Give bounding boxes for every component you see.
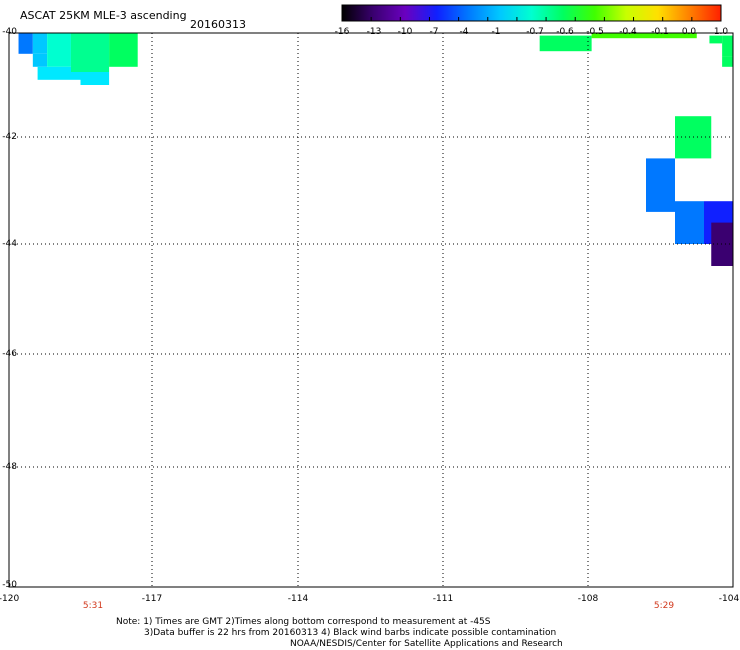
- data-cell: [80, 72, 110, 85]
- plot-frame: [8, 32, 734, 588]
- colorbar-tick-label: -0.5: [586, 27, 604, 37]
- data-cell: [675, 201, 704, 244]
- colorbar-tick-label: -0.1: [651, 27, 669, 37]
- lat-label: -44: [2, 239, 17, 249]
- lat-label: -48: [2, 462, 17, 472]
- data-cell: [591, 33, 697, 39]
- data-cell: [32, 53, 48, 67]
- lon-label: -108: [577, 594, 599, 604]
- colorbar-tick-label: 1.0: [713, 27, 729, 37]
- data-cell: [47, 33, 71, 67]
- data-cell: [709, 35, 723, 44]
- colorbar-tick-label: -13: [366, 27, 382, 37]
- data-cell: [646, 158, 675, 212]
- colorbar-tick-label: -0.6: [556, 27, 574, 37]
- colorbar-tick-label: -0.4: [619, 27, 637, 37]
- data-cell: [539, 35, 592, 52]
- data-cell: [18, 33, 33, 54]
- note-line-3: NOAA/NESDIS/Center for Satellite Applica…: [290, 639, 563, 649]
- map-title: ASCAT 25KM MLE-3 ascending: [20, 9, 187, 22]
- lon-label: -120: [0, 594, 20, 604]
- lon-label: -114: [287, 594, 309, 604]
- data-cell: [37, 66, 81, 80]
- data-cell: [32, 33, 48, 54]
- colorbar-tick-label: -10: [397, 27, 413, 37]
- time-label: 5:29: [653, 601, 675, 611]
- data-cell: [711, 222, 733, 266]
- data-cell: [109, 33, 138, 67]
- map-date: 20160313: [190, 18, 246, 31]
- colorbar-tick-label: -16: [334, 27, 350, 37]
- lat-label: -42: [2, 132, 17, 142]
- colorbar-tick-label: -0.7: [526, 27, 544, 37]
- colorbar: [341, 4, 722, 22]
- colorbar-tick-label: 0.0: [681, 27, 697, 37]
- colorbar-tick-label: -4: [459, 27, 469, 37]
- lon-label: -104: [718, 594, 740, 604]
- data-cell: [70, 33, 110, 72]
- time-label: 5:31: [82, 601, 104, 611]
- lat-label: -40: [2, 27, 17, 37]
- note-line-2: 3)Data buffer is 22 hrs from 20160313 4)…: [144, 628, 557, 638]
- colorbar-tick-label: -7: [429, 27, 439, 37]
- data-cell: [722, 56, 733, 67]
- lat-label: -50: [2, 580, 17, 590]
- colorbar-tick-label: -1: [491, 27, 501, 37]
- note-line-1: Note: 1) Times are GMT 2)Times along bot…: [116, 617, 491, 627]
- lat-label: -46: [2, 349, 17, 359]
- data-cell: [722, 35, 733, 57]
- lon-label: -117: [141, 594, 163, 604]
- lon-label: -111: [432, 594, 454, 604]
